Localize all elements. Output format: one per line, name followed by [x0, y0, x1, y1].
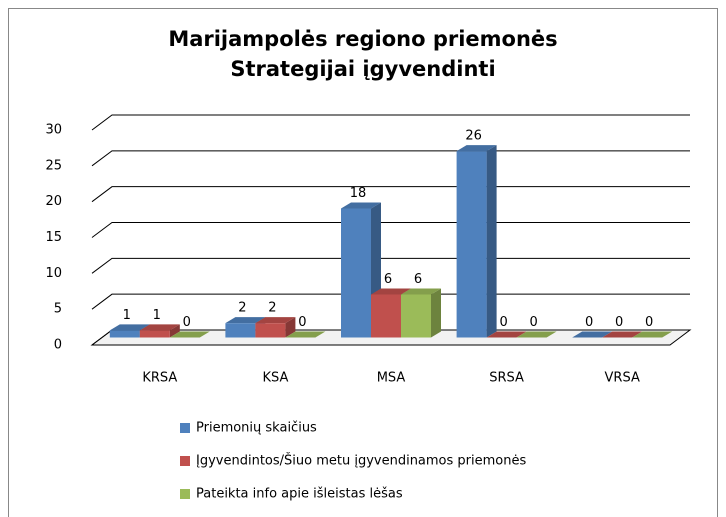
bar-top	[516, 331, 557, 338]
bar-front	[109, 330, 140, 338]
bar-top	[632, 331, 673, 338]
legend-swatch	[180, 456, 190, 466]
bar-top	[285, 331, 326, 338]
bar	[169, 331, 210, 338]
x-tick-label: KSA	[262, 371, 288, 386]
bar-top	[139, 324, 180, 331]
x-tick-label: VRSA	[605, 371, 640, 386]
x-tick-label: SRSA	[489, 371, 524, 386]
chart-frame	[8, 8, 718, 517]
bar-front	[139, 330, 170, 338]
data-label: 2	[268, 301, 276, 316]
bar-top	[169, 331, 210, 338]
bar	[456, 145, 497, 338]
bar-top	[255, 317, 296, 324]
grid-line	[91, 222, 690, 238]
bar	[602, 331, 643, 338]
bar	[341, 202, 381, 338]
grid-line	[91, 114, 690, 131]
data-label: 0	[615, 315, 623, 330]
y-tick-label: 0	[54, 338, 62, 353]
bar-top	[109, 324, 150, 331]
data-label: 0	[529, 315, 537, 330]
bar	[139, 324, 180, 338]
bar-front	[255, 323, 286, 338]
x-tick-label: MSA	[377, 371, 406, 386]
bar-top	[401, 288, 441, 295]
bar	[255, 317, 296, 338]
data-label: 0	[499, 315, 507, 330]
legend-swatch	[180, 489, 190, 499]
y-tick-label: 20	[45, 194, 62, 209]
chart-title: Marijampolės regiono priemonės Strategij…	[168, 27, 558, 81]
legend-swatch	[180, 423, 190, 433]
data-label: 0	[183, 315, 191, 330]
grid-line	[91, 186, 690, 203]
data-label: 26	[465, 129, 482, 144]
bar-top	[341, 202, 381, 209]
data-label: 6	[414, 272, 422, 287]
y-tick-label: 30	[45, 123, 62, 138]
bar-top	[456, 145, 497, 152]
bar-front	[341, 208, 371, 338]
y-tick-label: 15	[45, 230, 62, 245]
bar-top	[572, 331, 613, 338]
data-label: 6	[384, 272, 392, 287]
bar-side	[486, 145, 497, 338]
data-label: 0	[645, 315, 653, 330]
legend-label: Įgyvendintos/Šiuo metu įgyvendinamos pri…	[196, 453, 526, 469]
bar	[486, 331, 527, 338]
y-tick-label: 25	[45, 158, 62, 173]
grid-line	[91, 257, 690, 274]
bar-front	[401, 294, 431, 338]
bar-top	[371, 288, 411, 295]
bar-top	[602, 331, 643, 338]
legend-label: Pateikta info apie išleistas lėšas	[196, 487, 403, 502]
data-label: 1	[123, 308, 131, 323]
y-tick-label: 5	[54, 302, 62, 317]
bar-side	[169, 324, 180, 338]
grid-line	[91, 150, 690, 167]
bar	[401, 288, 441, 338]
bar-front	[371, 294, 401, 338]
bar-side	[285, 317, 296, 338]
bar-top	[225, 317, 266, 324]
bar-front	[456, 151, 487, 338]
data-label: 18	[350, 186, 367, 201]
y-tick-label: 10	[45, 266, 62, 281]
data-label: 2	[238, 301, 246, 316]
bar	[572, 331, 613, 338]
data-label: 1	[153, 308, 161, 323]
bar	[516, 331, 557, 338]
bar	[285, 331, 326, 338]
bar-front	[225, 323, 256, 338]
data-label: 0	[585, 315, 593, 330]
bar	[632, 331, 673, 338]
legend-label: Priemonių skaičius	[196, 421, 317, 436]
data-label: 0	[298, 315, 306, 330]
grid-line	[91, 293, 690, 310]
x-tick-label: KRSA	[142, 371, 177, 386]
bar-side	[431, 288, 441, 338]
bar-top	[486, 331, 527, 338]
